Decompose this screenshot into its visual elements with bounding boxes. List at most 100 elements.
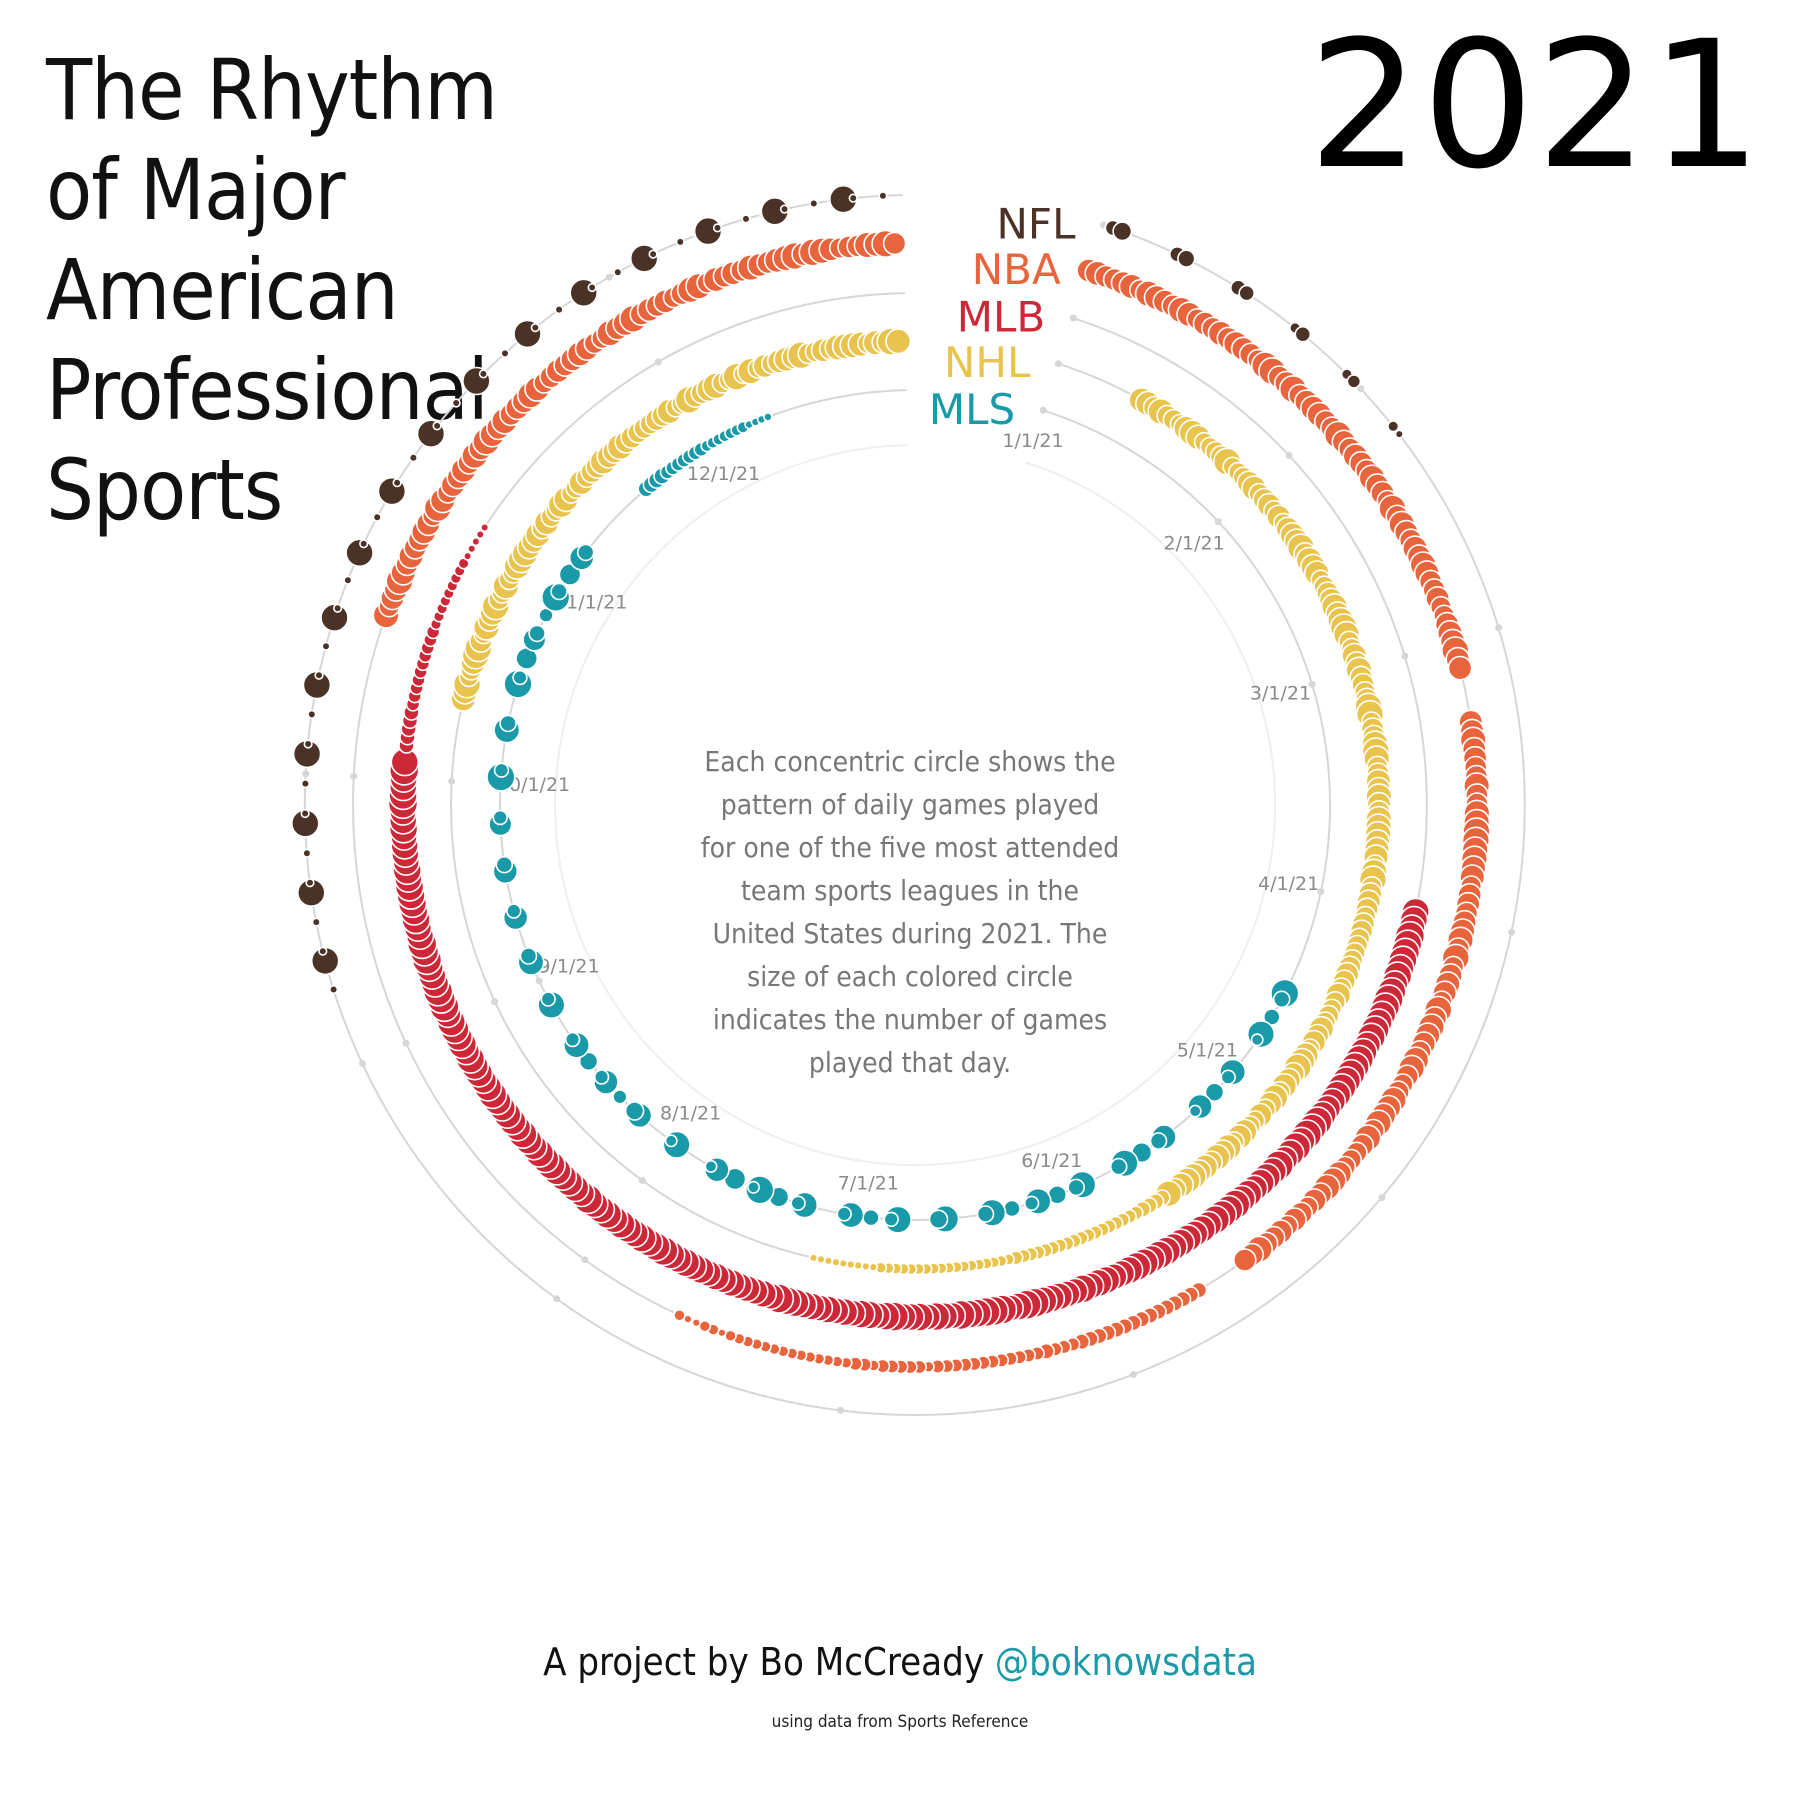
nfl-game-dot (451, 398, 461, 408)
mls-game-dot (492, 809, 508, 826)
month-label: 8/1/21 (660, 1103, 721, 1125)
legend-mls: MLS (929, 385, 1015, 434)
ring-guide (303, 194, 1526, 1416)
month-tick (1308, 680, 1316, 688)
year-label: 2021 (1308, 3, 1764, 208)
nhl-game-dot (831, 1257, 841, 1267)
nfl-game-dot (303, 739, 313, 749)
mls-game-dot (1250, 1033, 1264, 1047)
month-tick (1285, 452, 1293, 459)
mls-game-dot (1003, 1199, 1021, 1218)
nfl-game-dot (314, 670, 324, 680)
mls-game-dot (790, 1195, 806, 1211)
mls-game-dot (976, 1205, 995, 1223)
twitter-handle[interactable]: @boknowsdata (994, 1640, 1257, 1684)
mls-game-dot (883, 1211, 899, 1228)
month-tick (448, 777, 456, 785)
mls-game-dot (495, 855, 514, 874)
mls-game-dot (704, 1159, 718, 1173)
mlb-game-dot (467, 544, 477, 554)
nfl-game-dot (311, 917, 321, 927)
mls-game-dot (540, 991, 556, 1007)
mls-game-dot (519, 947, 538, 965)
mls-game-dot (1067, 1178, 1085, 1197)
nfl-game-dot (1346, 374, 1362, 389)
month-label: 5/1/21 (1177, 1039, 1238, 1061)
nfl-game-dot (333, 603, 343, 613)
nhl-game-dot (838, 1258, 848, 1269)
mls-game-dot (1109, 1157, 1128, 1176)
mls-game-dot (512, 669, 528, 686)
mls-game-dot (1263, 1008, 1281, 1026)
nfl-game-dot (359, 539, 369, 549)
nfl-game-dot (300, 808, 310, 819)
nfl-game-dot (1112, 221, 1133, 242)
nhl-game-dot (816, 1254, 826, 1265)
nfl-game-dot (329, 984, 339, 995)
nfl-game-dot (1294, 325, 1312, 343)
legend-nhl: NHL (944, 338, 1031, 387)
mls-game-dot (1188, 1104, 1202, 1118)
month-label: 2/1/21 (1164, 533, 1225, 555)
month-tick (535, 977, 543, 985)
mls-game-dot (558, 563, 582, 586)
nba-game-dot (724, 1329, 737, 1343)
month-tick (581, 1256, 589, 1264)
mls-game-dot (836, 1206, 852, 1222)
mlb-game-dot (471, 536, 481, 547)
nfl-game-dot (809, 198, 819, 209)
nfl-game-dot (613, 267, 623, 277)
nba-game-dot (882, 231, 907, 256)
nfl-game-dot (408, 453, 419, 463)
month-tick (1401, 652, 1409, 660)
game-dots (290, 184, 1491, 1375)
nfl-game-dot (343, 575, 353, 585)
mls-game-dot (528, 624, 546, 643)
mls-game-dot (550, 582, 568, 601)
mls-game-dot (593, 1069, 610, 1085)
mls-game-dot (578, 1051, 599, 1072)
nfl-game-dot (530, 323, 540, 333)
nfl-game-dot (1177, 249, 1196, 268)
nfl-game-dot (712, 223, 723, 233)
nhl-game-dot (861, 1261, 871, 1272)
month-label: 9/1/21 (538, 955, 599, 977)
month-tick (359, 1060, 366, 1067)
mlb-game-dot (463, 551, 473, 561)
nfl-game-dot (648, 249, 658, 259)
nfl-game-dot (1238, 284, 1255, 302)
mls-game-dot (499, 714, 517, 733)
ring-guide (554, 444, 1277, 1166)
mls-game-dot (928, 1209, 949, 1230)
month-tick (836, 1406, 844, 1414)
nfl-game-dot (779, 204, 790, 214)
mls-game-dot (746, 1180, 760, 1194)
month-label: 11/1/21 (554, 592, 627, 614)
month-tick (1495, 624, 1503, 632)
month-tick (654, 358, 662, 366)
nfl-game-dot (1387, 420, 1400, 433)
month-label: 6/1/21 (1021, 1150, 1082, 1172)
nfl-game-dot (300, 778, 311, 789)
mls-game-dot (1149, 1132, 1168, 1150)
month-tick (553, 1295, 561, 1303)
mls-game-dot (862, 1208, 880, 1227)
nfl-game-dot (878, 191, 888, 201)
nfl-game-dot (302, 848, 312, 858)
nhl-game-dot (853, 1260, 863, 1271)
nhl-game-dot (845, 1259, 856, 1270)
mls-game-dot (624, 1101, 645, 1121)
month-tick (1039, 406, 1047, 414)
month-tick (1214, 518, 1222, 526)
nhl-game-dot (885, 328, 912, 355)
chart-title: The Rhythm of Major American Professiona… (46, 41, 498, 539)
nfl-game-dot (478, 369, 489, 379)
month-tick (491, 998, 499, 1006)
mls-game-dot (1272, 990, 1291, 1009)
nba-game-dot (673, 1309, 686, 1322)
description: Each concentric circle shows the pattern… (700, 745, 1120, 1079)
month-tick (1069, 314, 1077, 322)
month-tick (638, 1177, 646, 1184)
nhl-game-dot (808, 1253, 819, 1263)
